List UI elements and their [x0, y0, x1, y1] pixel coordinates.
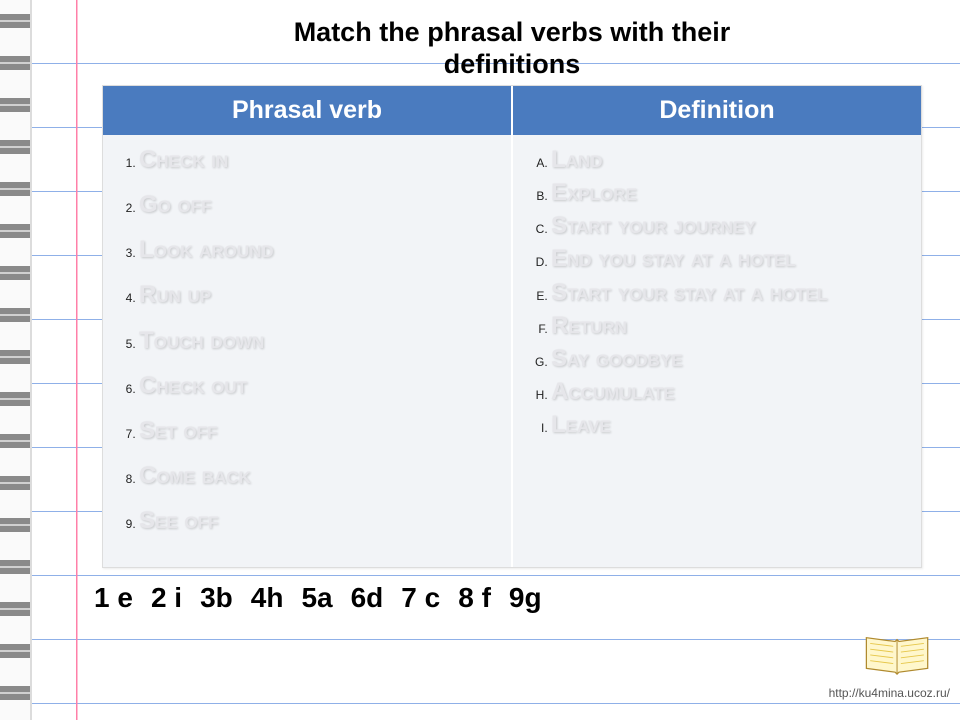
answer-pair: 1 e	[94, 582, 133, 614]
col-header-phrasal-verb: Phrasal verb	[103, 86, 513, 135]
list-item: Explore	[551, 180, 903, 205]
paper-area: Match the phrasal verbs with their defin…	[32, 0, 960, 720]
match-table: Phrasal verb Definition Check in Go off …	[102, 85, 922, 569]
page-title: Match the phrasal verbs with their defin…	[162, 16, 862, 81]
list-item: Run up	[139, 282, 493, 307]
answer-pair: 7 c	[401, 582, 440, 614]
list-item: Land	[551, 147, 903, 172]
slide: Match the phrasal verbs with their defin…	[0, 0, 960, 720]
list-item: Come back	[139, 463, 493, 488]
table-header-row: Phrasal verb Definition	[103, 86, 921, 135]
title-line-2: definitions	[444, 49, 581, 79]
answer-pair: 8 f	[458, 582, 491, 614]
definitions-cell: Land Explore Start your journey End you …	[513, 135, 921, 568]
table-body-row: Check in Go off Look around Run up Touch…	[103, 135, 921, 568]
list-item: Start your stay at a hotel	[551, 280, 903, 305]
list-item: Check in	[139, 147, 493, 172]
answer-pair: 6d	[351, 582, 384, 614]
list-item: See off	[139, 508, 493, 533]
list-item: Leave	[551, 412, 903, 437]
list-item: Return	[551, 313, 903, 338]
list-item: End you stay at a hotel	[551, 246, 903, 271]
title-line-1: Match the phrasal verbs with their	[294, 17, 731, 47]
definitions-list: Land Explore Start your journey End you …	[551, 147, 903, 438]
answer-pair: 9g	[509, 582, 542, 614]
notebook-binding	[0, 0, 32, 720]
answer-pair: 5a	[301, 582, 332, 614]
list-item: Look around	[139, 237, 493, 262]
list-item: Start your journey	[551, 213, 903, 238]
col-header-definition: Definition	[513, 86, 921, 135]
answer-pair: 4h	[251, 582, 284, 614]
list-item: Touch down	[139, 328, 493, 353]
list-item: Accumulate	[551, 379, 903, 404]
book-icon	[864, 630, 932, 676]
answer-pair: 2 i	[151, 582, 182, 614]
credit-text: http://ku4mina.ucoz.ru/	[829, 686, 950, 700]
list-item: Go off	[139, 192, 493, 217]
list-item: Set off	[139, 418, 493, 443]
phrasal-verbs-list: Check in Go off Look around Run up Touch…	[139, 147, 493, 534]
answer-pair: 3b	[200, 582, 233, 614]
answer-key: 1 e 2 i 3b 4h 5a 6d 7 c 8 f 9g	[88, 582, 936, 614]
list-item: Check out	[139, 373, 493, 398]
phrasal-verbs-cell: Check in Go off Look around Run up Touch…	[103, 135, 513, 568]
list-item: Say goodbye	[551, 346, 903, 371]
